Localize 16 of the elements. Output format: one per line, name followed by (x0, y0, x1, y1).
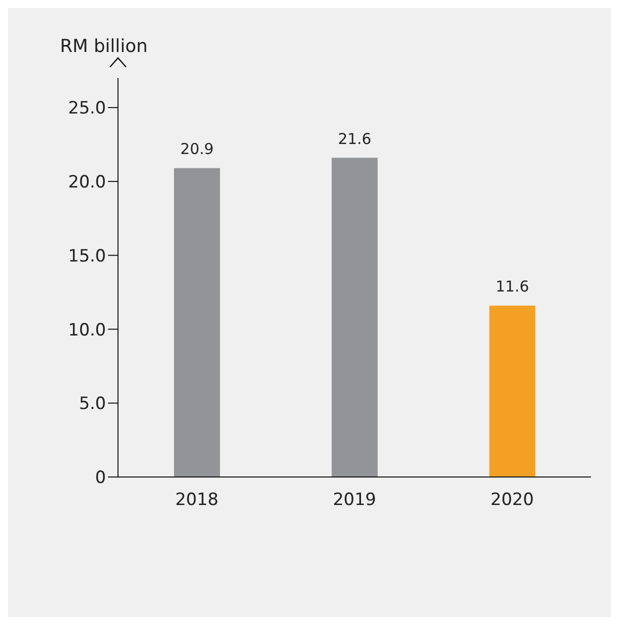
bar (489, 306, 536, 477)
data-label: 21.6 (338, 130, 372, 148)
y-tick-label: 5.0 (78, 394, 106, 414)
bar (174, 168, 220, 477)
y-tick-label: 10.0 (68, 320, 106, 340)
y-tick-label: 20.0 (68, 172, 106, 192)
x-tick-label: 2020 (490, 490, 534, 510)
bar (332, 158, 378, 477)
y-tick-label: 0 (95, 468, 106, 488)
data-label: 11.6 (496, 278, 530, 296)
x-tick-label: 2019 (332, 490, 376, 510)
x-tick-label: 2018 (175, 490, 218, 510)
data-label: 20.9 (180, 140, 214, 158)
y-tick-label: 25.0 (68, 98, 106, 119)
y-axis-title: RM billion (60, 36, 148, 57)
y-tick-label: 15.0 (68, 246, 106, 266)
